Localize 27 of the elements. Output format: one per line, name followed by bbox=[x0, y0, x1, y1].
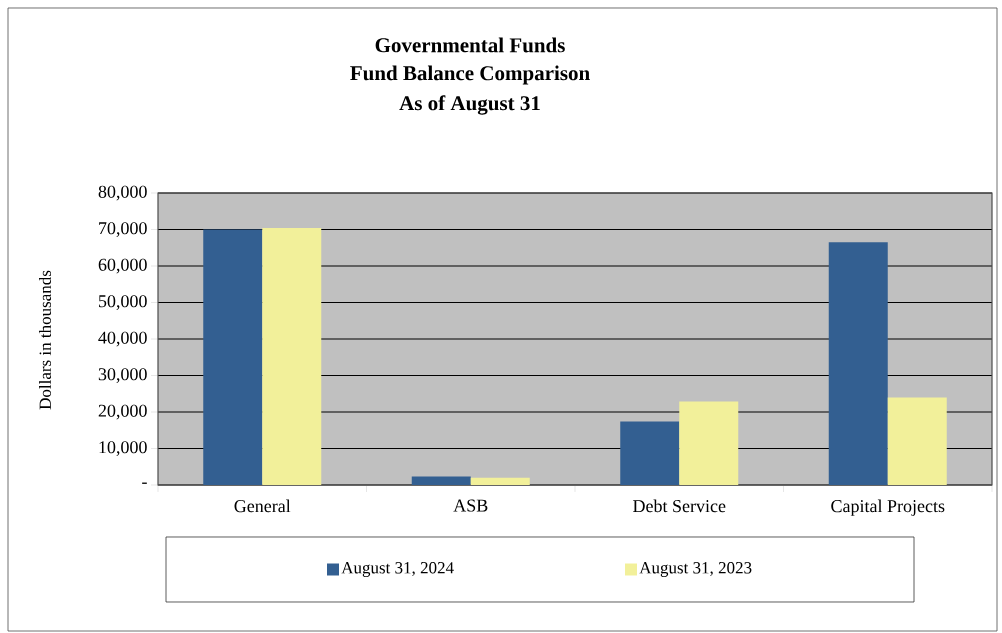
y-tick-label: 40,000 bbox=[98, 331, 147, 347]
y-axis-title: Dollars in thousands bbox=[39, 270, 51, 410]
bar bbox=[887, 397, 947, 485]
y-tick-label: - bbox=[142, 482, 147, 484]
x-tick-label: General bbox=[234, 499, 291, 513]
y-tick-label: 60,000 bbox=[98, 258, 147, 274]
bar bbox=[411, 476, 471, 485]
y-tick-label: 30,000 bbox=[98, 368, 147, 383]
x-tick-label: Debt Service bbox=[633, 499, 726, 513]
y-tick-label: 10,000 bbox=[99, 441, 147, 456]
legend-label: August 31, 2023 bbox=[639, 562, 752, 577]
bar bbox=[679, 401, 739, 485]
x-tick-label: ASB bbox=[453, 499, 488, 512]
bar bbox=[203, 229, 263, 485]
bar bbox=[828, 242, 888, 485]
bar bbox=[470, 477, 530, 485]
text: As of August 31 bbox=[399, 95, 540, 115]
bar bbox=[620, 421, 680, 485]
x-tick-label: Capital Projects bbox=[831, 499, 945, 516]
chart-title: Governmental Funds bbox=[375, 37, 565, 53]
y-tick-label: 80,000 bbox=[98, 185, 147, 201]
bar bbox=[262, 228, 322, 485]
y-tick-label: 70,000 bbox=[99, 222, 147, 237]
legend-label: August 31, 2024 bbox=[341, 562, 454, 577]
chart-subtitle: Fund Balance Comparison bbox=[350, 65, 590, 85]
y-tick-label: 50,000 bbox=[99, 295, 147, 310]
y-tick-label: 20,000 bbox=[98, 404, 147, 420]
